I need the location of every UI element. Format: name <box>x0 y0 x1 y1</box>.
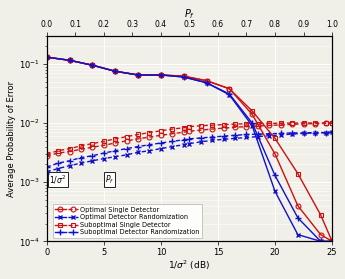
Y-axis label: Average Probability of Error: Average Probability of Error <box>7 80 16 197</box>
Legend: Optimal Single Detector, Optimal Detector Randomization, Suboptimal Single Detec: Optimal Single Detector, Optimal Detecto… <box>53 204 202 238</box>
X-axis label: $P_f$: $P_f$ <box>184 7 195 21</box>
Text: $1/\sigma^2$: $1/\sigma^2$ <box>49 174 67 186</box>
X-axis label: $1/\sigma^2$ (dB): $1/\sigma^2$ (dB) <box>168 259 210 272</box>
Text: $P_f$: $P_f$ <box>105 174 114 186</box>
